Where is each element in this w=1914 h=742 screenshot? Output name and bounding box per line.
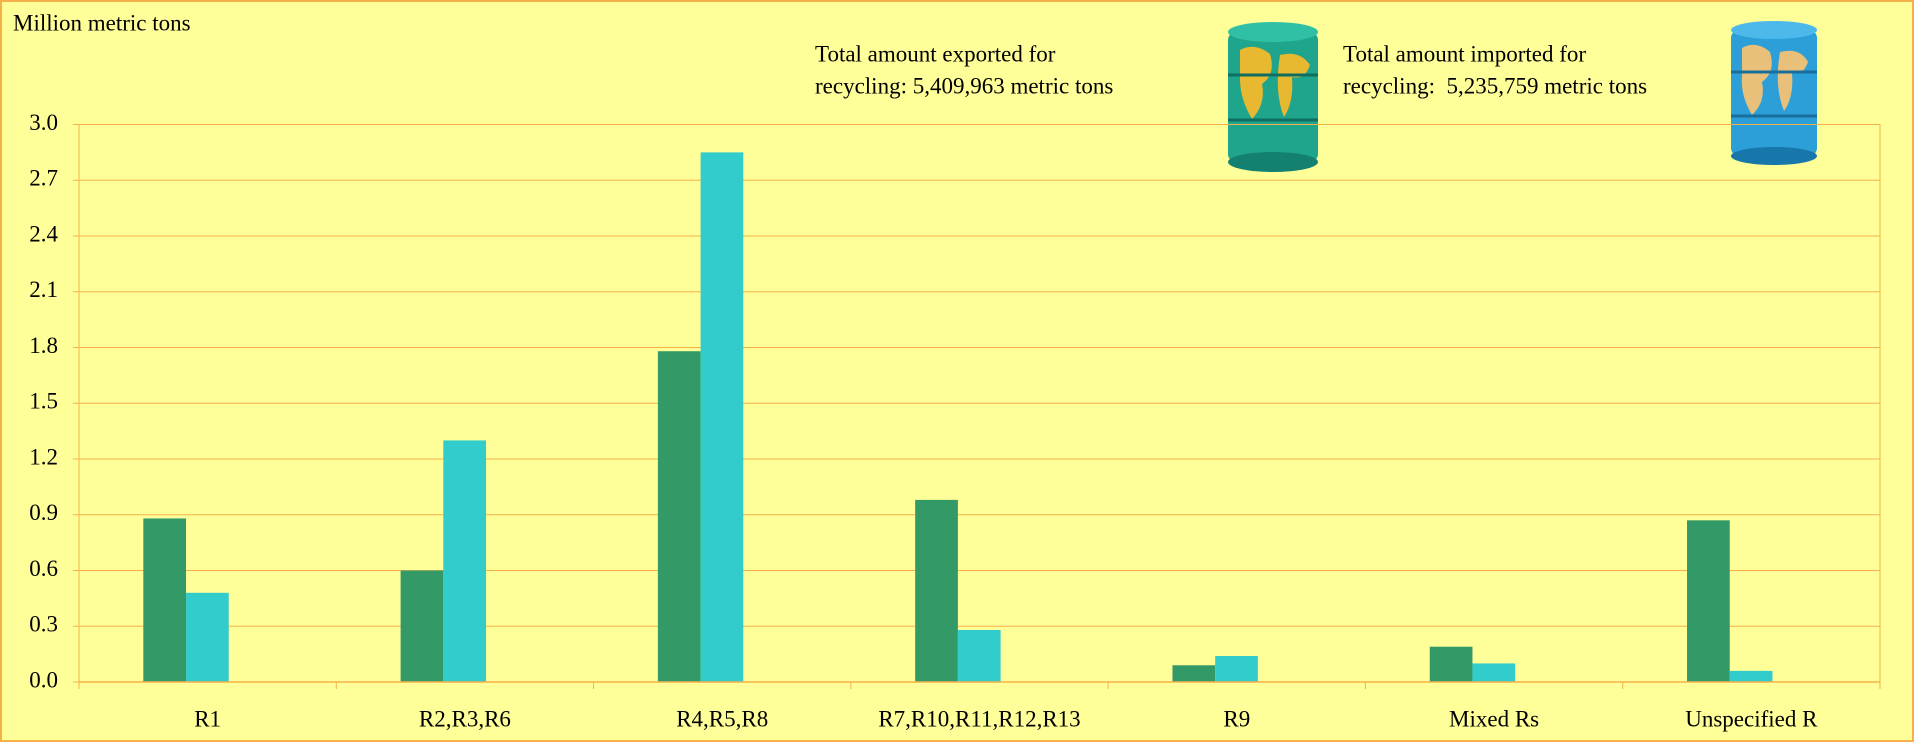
y-tick-label: 1.8 — [29, 333, 58, 358]
y-tick-label: 0.0 — [29, 667, 58, 692]
x-tick-label: Mixed Rs — [1449, 706, 1539, 731]
x-tick-label: Unspecified R — [1685, 706, 1818, 731]
annotation: Total amount exported for — [815, 41, 1056, 66]
y-tick-label: 1.5 — [29, 389, 58, 414]
y-tick-label: 2.4 — [29, 221, 58, 246]
x-tick-label: R1 — [194, 706, 221, 731]
y-tick-label: 1.2 — [29, 444, 58, 469]
x-tick-label: R9 — [1223, 706, 1250, 731]
y-tick-label: 2.7 — [29, 166, 58, 191]
bar — [443, 440, 487, 682]
annotation: recycling: 5,409,963 metric tons — [815, 73, 1113, 98]
bar — [915, 499, 958, 682]
annotation: Total amount imported for — [1343, 41, 1586, 66]
y-tick-label: 3.0 — [29, 110, 58, 135]
bar — [1172, 665, 1216, 682]
bar — [143, 518, 187, 682]
x-tick-label: R7,R10,R11,R12,R13 — [878, 706, 1080, 731]
bar — [1472, 663, 1516, 682]
y-axis-label: Million metric tons — [13, 10, 191, 35]
bar — [700, 152, 744, 682]
bar — [657, 351, 701, 682]
annotation: recycling: 5,235,759 metric tons — [1343, 73, 1647, 98]
y-tick-label: 2.1 — [29, 277, 58, 302]
barrel-icon — [1731, 21, 1817, 165]
y-tick-label: 0.9 — [29, 500, 58, 525]
bar — [1215, 655, 1258, 682]
y-tick-label: 0.3 — [29, 612, 58, 637]
bar — [400, 570, 444, 682]
x-tick-label: R4,R5,R8 — [676, 706, 768, 731]
bar — [186, 592, 229, 682]
x-tick-label: R2,R3,R6 — [419, 706, 511, 731]
bar — [957, 629, 1001, 682]
bar — [1429, 646, 1473, 682]
bar — [1687, 520, 1730, 682]
y-tick-label: 0.6 — [29, 556, 58, 581]
bar — [1729, 670, 1773, 682]
barrel-icon — [1228, 22, 1318, 172]
